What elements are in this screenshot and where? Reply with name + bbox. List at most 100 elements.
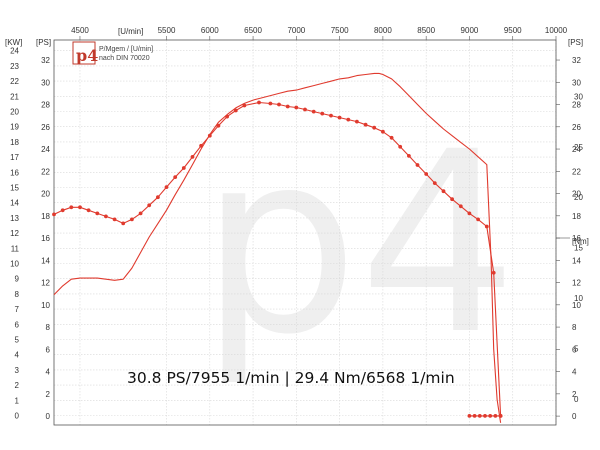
series-layer bbox=[52, 72, 503, 423]
torque-point bbox=[294, 105, 299, 110]
kw-tick-label: 19 bbox=[10, 123, 19, 132]
torque-point bbox=[424, 172, 429, 176]
right-ps-tick-label: 30 bbox=[572, 78, 581, 87]
kw-tick-label: 3 bbox=[15, 366, 20, 375]
kw-tick-label: 14 bbox=[10, 199, 19, 208]
ps-tick-label: 8 bbox=[46, 323, 51, 332]
right-ps-tick-label: 28 bbox=[572, 101, 581, 110]
kw-tick-label: 5 bbox=[15, 336, 20, 345]
torque-point bbox=[216, 123, 221, 128]
kw-tick-label: 15 bbox=[10, 184, 19, 193]
torque-point bbox=[181, 166, 186, 170]
kw-tick-label: 10 bbox=[10, 260, 19, 269]
ps-tick-label: 10 bbox=[41, 301, 50, 310]
right-ps-label: [PS] bbox=[568, 38, 583, 47]
plot-frame bbox=[53, 39, 557, 426]
kw-tick-label: 21 bbox=[10, 92, 19, 101]
torque-point bbox=[95, 211, 100, 216]
torque-point bbox=[484, 224, 489, 229]
right-ps-tick-label: 4 bbox=[572, 368, 577, 377]
ps-tick-label: 22 bbox=[41, 167, 50, 176]
torque-point bbox=[337, 115, 342, 120]
torque-point bbox=[407, 154, 411, 158]
torque-point bbox=[285, 104, 290, 109]
right-ps-tick-label: 18 bbox=[572, 212, 581, 221]
torque-point bbox=[242, 103, 247, 108]
torque-point bbox=[277, 102, 281, 107]
axis-ticks: 4500 5500 6000 6500 7000 7500 8000 8500 9000 9500… bbox=[10, 26, 583, 421]
torque-point bbox=[432, 181, 437, 186]
kw-tick-label: 22 bbox=[10, 77, 19, 86]
right-ps-tick-label: 14 bbox=[572, 256, 581, 265]
x-tick-label: 9000 bbox=[461, 26, 479, 35]
kw-tick-label: 11 bbox=[11, 244, 20, 253]
ps-tick-label: 24 bbox=[41, 145, 50, 154]
right-ps-tick-label: 12 bbox=[572, 279, 581, 288]
torque-point bbox=[78, 205, 82, 210]
torque-point bbox=[467, 414, 472, 418]
torque-point bbox=[346, 117, 351, 122]
legend-line-1: P/Mgem / [U/min] bbox=[99, 46, 153, 53]
kw-tick-label: 0 bbox=[15, 412, 20, 421]
p4-logo bbox=[72, 41, 96, 65]
torque-point bbox=[472, 414, 477, 418]
torque-point bbox=[488, 414, 493, 418]
nm-tick-label: 15 bbox=[574, 244, 583, 253]
torque-point bbox=[257, 100, 261, 105]
torque-point bbox=[104, 214, 108, 219]
right-ps-tick-label: 26 bbox=[572, 123, 581, 132]
torque-point bbox=[398, 144, 403, 149]
x-tick-label: 6500 bbox=[244, 26, 262, 35]
torque-point bbox=[268, 101, 273, 106]
ps-tick-label: 26 bbox=[41, 123, 50, 132]
torque-point bbox=[355, 119, 359, 124]
ps-tick-label: 28 bbox=[41, 101, 50, 110]
torque-point bbox=[450, 197, 454, 202]
x-tick-label: 7000 bbox=[287, 26, 305, 35]
torque-point bbox=[381, 129, 385, 134]
kw-tick-label: 12 bbox=[10, 229, 19, 238]
torque-point bbox=[52, 212, 56, 217]
right-ps-tick-label: 0 bbox=[572, 412, 577, 421]
torque-point bbox=[69, 205, 74, 210]
nm-tick-label: 20 bbox=[574, 193, 583, 202]
torque-point bbox=[483, 414, 487, 418]
torque-point bbox=[147, 203, 152, 208]
torque-curve-1 bbox=[53, 101, 502, 416]
torque-point bbox=[476, 217, 480, 222]
torque-point bbox=[458, 204, 463, 209]
torque-point bbox=[164, 185, 169, 190]
torque-point bbox=[60, 208, 65, 213]
torque-point bbox=[138, 211, 143, 216]
right-ps-tick-label: 6 bbox=[572, 345, 577, 354]
right-ps-tick-label: 8 bbox=[572, 323, 577, 332]
right-ps-tick-label: 32 bbox=[572, 56, 581, 65]
ps-tick-label: 6 bbox=[46, 345, 51, 354]
left-kw-label: [KW] bbox=[5, 38, 22, 47]
torque-point bbox=[130, 217, 134, 222]
kw-tick-label: 7 bbox=[15, 305, 20, 314]
torque-point bbox=[86, 208, 91, 213]
right-ps-tick-label: 24 bbox=[572, 145, 581, 154]
kw-tick-label: 13 bbox=[10, 214, 19, 223]
torque-point bbox=[467, 211, 472, 216]
kw-tick-label: 18 bbox=[10, 138, 19, 147]
x-unit-label: [U/min] bbox=[118, 27, 143, 36]
torque-point bbox=[441, 189, 446, 194]
x-tick-label: 8000 bbox=[374, 26, 392, 35]
legend: p4 P/Mgem / [U/min] nach DIN 70020 bbox=[72, 41, 153, 65]
ps-tick-label: 14 bbox=[41, 256, 50, 265]
torque-point bbox=[156, 195, 160, 200]
torque-point bbox=[477, 414, 482, 418]
ps-tick-label: 20 bbox=[41, 190, 50, 199]
nm-tick-label: 0 bbox=[574, 395, 579, 404]
right-ps-tick-label: 20 bbox=[572, 190, 581, 199]
torque-point bbox=[498, 414, 503, 418]
p4-logo-text: p4 bbox=[76, 46, 98, 65]
right-ps-tick-label: 10 bbox=[572, 301, 581, 310]
torque-point bbox=[491, 270, 496, 275]
p4-watermark: p4 bbox=[200, 98, 518, 389]
ps-tick-label: 4 bbox=[46, 368, 51, 377]
torque-point bbox=[173, 175, 178, 180]
nm-tick-label: 10 bbox=[574, 294, 583, 303]
